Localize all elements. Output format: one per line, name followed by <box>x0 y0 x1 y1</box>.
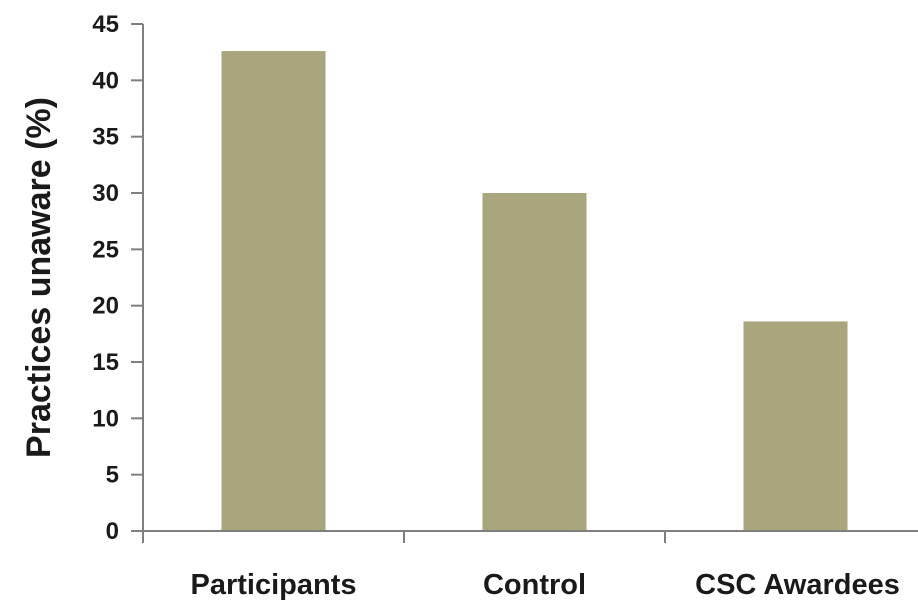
y-tick-label: 5 <box>106 462 119 489</box>
x-category-label: Control <box>483 569 586 601</box>
x-category-label: Participants <box>191 569 357 601</box>
y-tick-label: 20 <box>92 293 119 320</box>
y-axis-title: Practices unaware (%) <box>20 97 58 458</box>
y-tick-label: 30 <box>92 180 119 207</box>
y-tick-label: 40 <box>92 67 119 94</box>
y-ticks-group: 0 5 10 15 20 25 30 35 40 45 <box>92 11 143 545</box>
bars-group <box>221 51 848 531</box>
bar-control <box>482 193 587 531</box>
y-tick-label: 35 <box>92 124 119 151</box>
x-ticks-group: Participants Control CSC Awardees <box>142 531 900 601</box>
x-category-label: CSC Awardees <box>695 569 900 601</box>
y-tick-label: 45 <box>92 11 119 38</box>
bar-participants <box>221 51 326 531</box>
axes-group <box>131 24 918 543</box>
y-tick-label: 15 <box>92 349 119 376</box>
y-tick-label: 10 <box>92 405 119 432</box>
y-tick-label: 0 <box>106 518 119 545</box>
y-tick-label: 25 <box>92 236 119 263</box>
bar-csc-awardees <box>743 321 848 531</box>
